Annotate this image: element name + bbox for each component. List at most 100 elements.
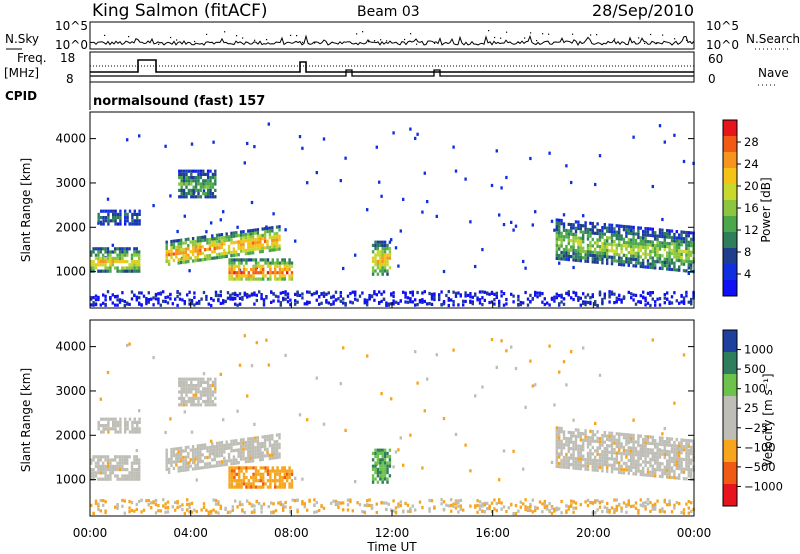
power-cell [281,267,284,272]
power-cell [464,291,467,295]
power-cell [230,261,234,265]
power-cell [661,228,664,232]
velocity-cell [574,437,578,442]
velocity-cell [649,448,652,452]
velocity-cell [195,478,198,482]
nave-tick-top: 60 [708,52,723,66]
power-cell [668,248,671,252]
velocity-cell [252,475,255,480]
nsearch-dot [518,41,520,43]
power-cell [289,303,292,307]
velocity-cell [610,466,614,471]
velocity-cell [668,499,671,503]
power-cell [256,234,260,238]
power-cell [690,300,693,304]
velocity-cell [301,477,304,481]
power-cell [208,253,212,258]
velocity-cell [94,501,98,505]
velocity-cell [464,443,467,447]
velocity-cell [228,472,231,476]
velocity-cell [651,506,654,510]
power-cell [174,297,177,301]
velocity-cell [133,474,136,478]
velocity-cell [673,456,676,461]
velocity-cell [230,439,233,443]
velocity-cell [570,434,573,438]
velocity-cell [598,459,602,463]
velocity-cell [194,467,197,471]
velocity-cell [668,469,671,473]
velocity-cell [558,445,561,450]
power-cell [181,298,184,302]
velocity-cell [610,447,614,451]
power-cell [661,241,664,245]
velocity-cell [90,474,93,478]
velocity-cell [274,469,277,473]
power-cell [271,226,274,230]
power-cell [613,259,616,263]
velocity-cell [529,359,532,363]
power-cell [376,266,380,270]
power-cell [242,264,246,268]
power-cell [152,303,155,307]
power-cell [202,169,205,173]
power-cell [104,250,107,254]
velocity-cell [658,461,662,466]
velocity-cell [214,396,217,400]
velocity-cell [214,384,217,388]
velocity-cell [209,403,212,407]
power-cell [165,259,168,263]
power-cell [254,258,258,262]
velocity-cell [685,438,688,443]
power-cell [502,292,506,296]
power-cell [245,274,248,278]
power-cell [167,259,171,263]
power-cell [94,298,98,302]
velocity-cell [598,443,602,447]
power-cell [488,300,491,305]
power-cell [278,237,281,242]
velocity-cell [589,429,592,433]
power-cell [618,259,621,263]
velocity-cell [560,430,563,434]
velocity-cell [214,498,218,503]
freq-label: Freq. [17,51,47,65]
power-cell [247,271,250,275]
velocity-cell [226,510,230,514]
power-cell [121,266,124,270]
velocity-cell [138,430,141,434]
velocity-cell [138,464,141,468]
power-cell [646,243,650,247]
power-cell [106,260,110,264]
power-cell [197,192,200,196]
velocity-cell [397,502,400,506]
velocity-cell [678,454,681,458]
power-cell [606,245,609,249]
power-cell [92,266,95,270]
power-cell [490,290,494,294]
velocity-cell [634,506,638,510]
velocity-cell [615,451,618,455]
velocity-cell [215,451,219,455]
velocity-cell [190,400,193,404]
power-cell [92,263,95,267]
power-cell [254,228,257,232]
velocity-cell [170,454,173,458]
velocity-cell [649,509,652,514]
power-cell [199,242,202,246]
velocity-cell [240,479,243,483]
velocity-cell [247,466,250,470]
velocity-cell [582,441,585,445]
power-cell [272,292,275,296]
power-cell [138,266,141,270]
velocity-cell [229,510,232,514]
velocity-cell [625,510,628,514]
velocity-cell [598,440,602,444]
velocity-cell [558,442,561,446]
power-cell [240,271,243,275]
velocity-cell [124,427,127,431]
power-cell [228,264,231,268]
velocity-cell [524,508,527,512]
velocity-cell [286,469,289,473]
colorbar-tick-label: 4 [744,267,751,281]
